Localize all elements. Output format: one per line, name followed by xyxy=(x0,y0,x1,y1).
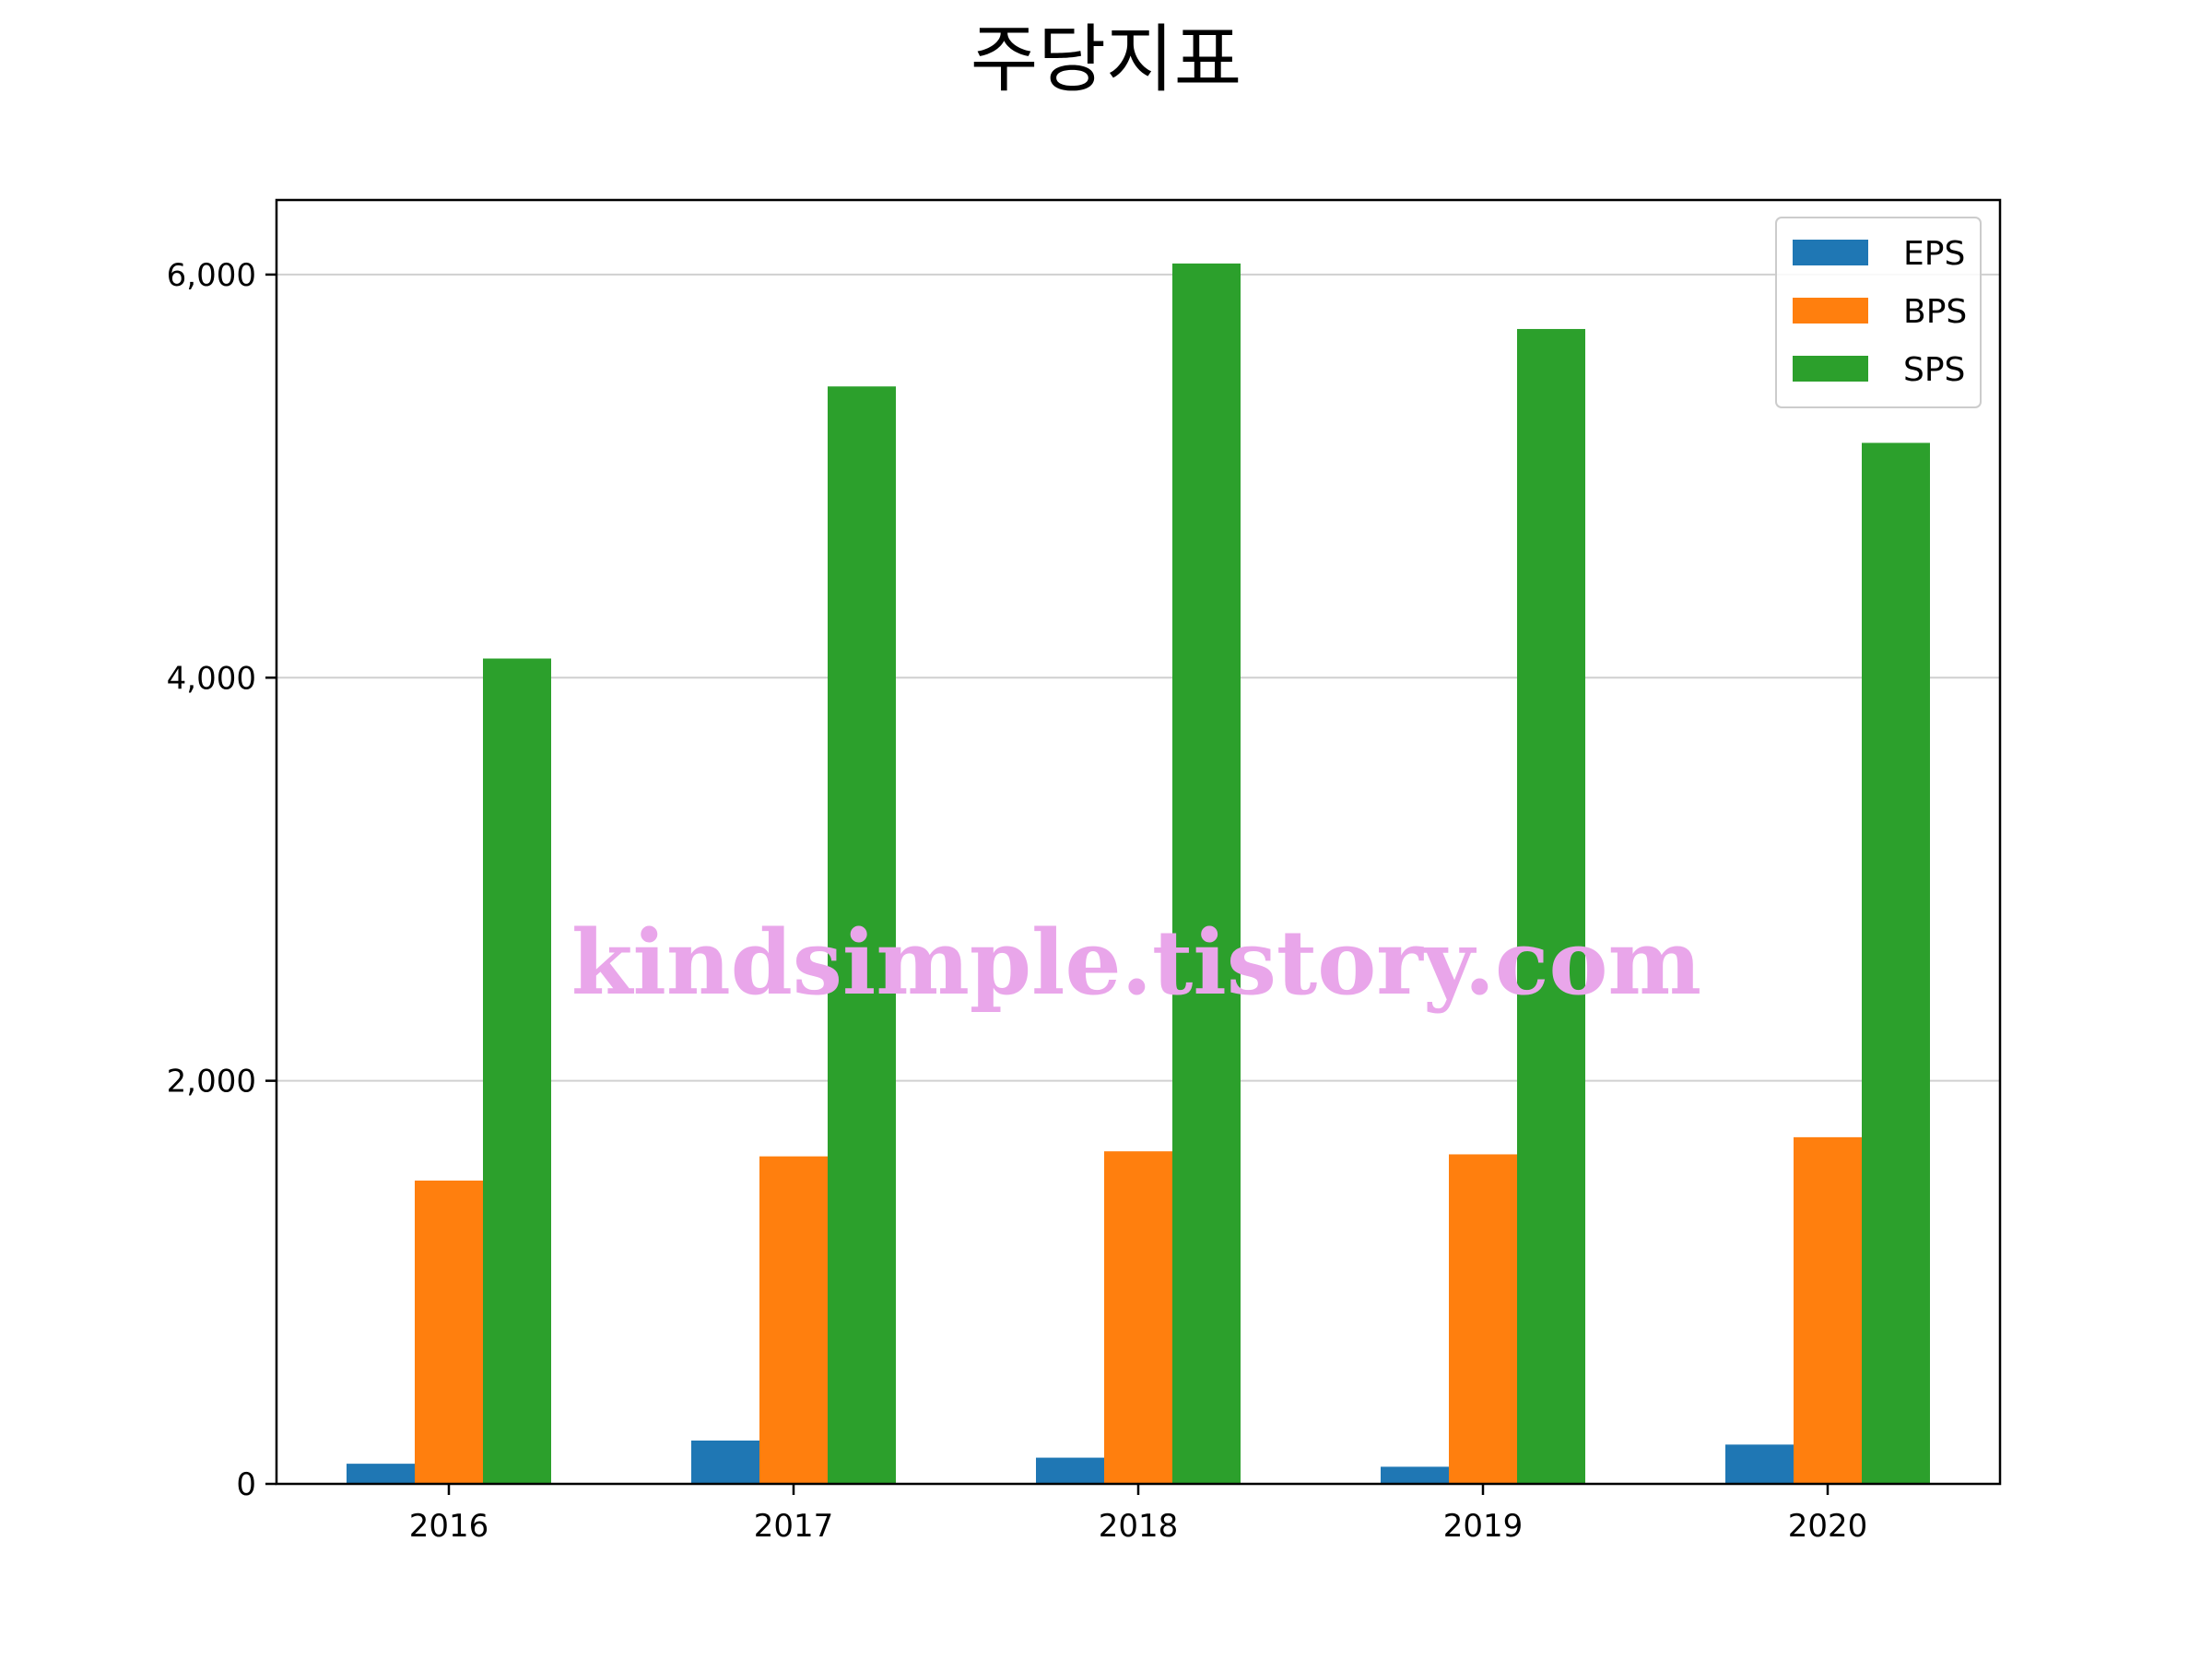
bar-bps-2017 xyxy=(759,1156,828,1484)
bar-eps-2019 xyxy=(1381,1466,1449,1484)
x-tick-label: 2016 xyxy=(409,1508,489,1545)
axes: 0 2,000 4,000 6,000 2016 2017 2018 2019 2020 xyxy=(167,198,2002,1545)
bars xyxy=(347,263,1930,1484)
bar-eps-2017 xyxy=(691,1440,759,1484)
bar-sps-2018 xyxy=(1172,263,1241,1484)
y-tick-label: 2,000 xyxy=(167,1064,256,1100)
watermark-text: kindsimple.tistory.com xyxy=(571,911,1701,1015)
bar-bps-2020 xyxy=(1794,1136,1862,1484)
y-tick-label: 0 xyxy=(236,1466,256,1503)
bar-bps-2019 xyxy=(1449,1154,1517,1484)
y-tick-label: 4,000 xyxy=(167,660,256,697)
legend-swatch-sps xyxy=(1793,356,1868,382)
x-tick-label: 2019 xyxy=(1443,1508,1524,1545)
chart-title: 주당지표 xyxy=(971,17,1241,102)
y-tick-label: 6,000 xyxy=(167,257,256,294)
bar-eps-2020 xyxy=(1725,1444,1794,1484)
bar-bps-2016 xyxy=(415,1180,483,1484)
legend-label-bps: BPS xyxy=(1903,293,1967,331)
gridlines xyxy=(276,273,2000,1082)
legend-swatch-bps xyxy=(1793,298,1868,324)
bar-sps-2020 xyxy=(1862,442,1930,1484)
x-tick-label: 2020 xyxy=(1788,1508,1868,1545)
legend: EPS BPS SPS xyxy=(1775,217,1982,408)
legend-label-sps: SPS xyxy=(1903,351,1965,389)
bar-eps-2016 xyxy=(347,1464,415,1484)
bar-sps-2017 xyxy=(828,386,896,1484)
bar-eps-2018 xyxy=(1036,1457,1104,1484)
legend-label-eps: EPS xyxy=(1903,235,1965,273)
bar-sps-2016 xyxy=(483,658,551,1484)
x-tick-label: 2017 xyxy=(754,1508,834,1545)
bar-sps-2019 xyxy=(1517,328,1585,1484)
legend-swatch-eps xyxy=(1793,240,1868,265)
bar-bps-2018 xyxy=(1104,1151,1172,1484)
x-tick-label: 2018 xyxy=(1099,1508,1179,1545)
